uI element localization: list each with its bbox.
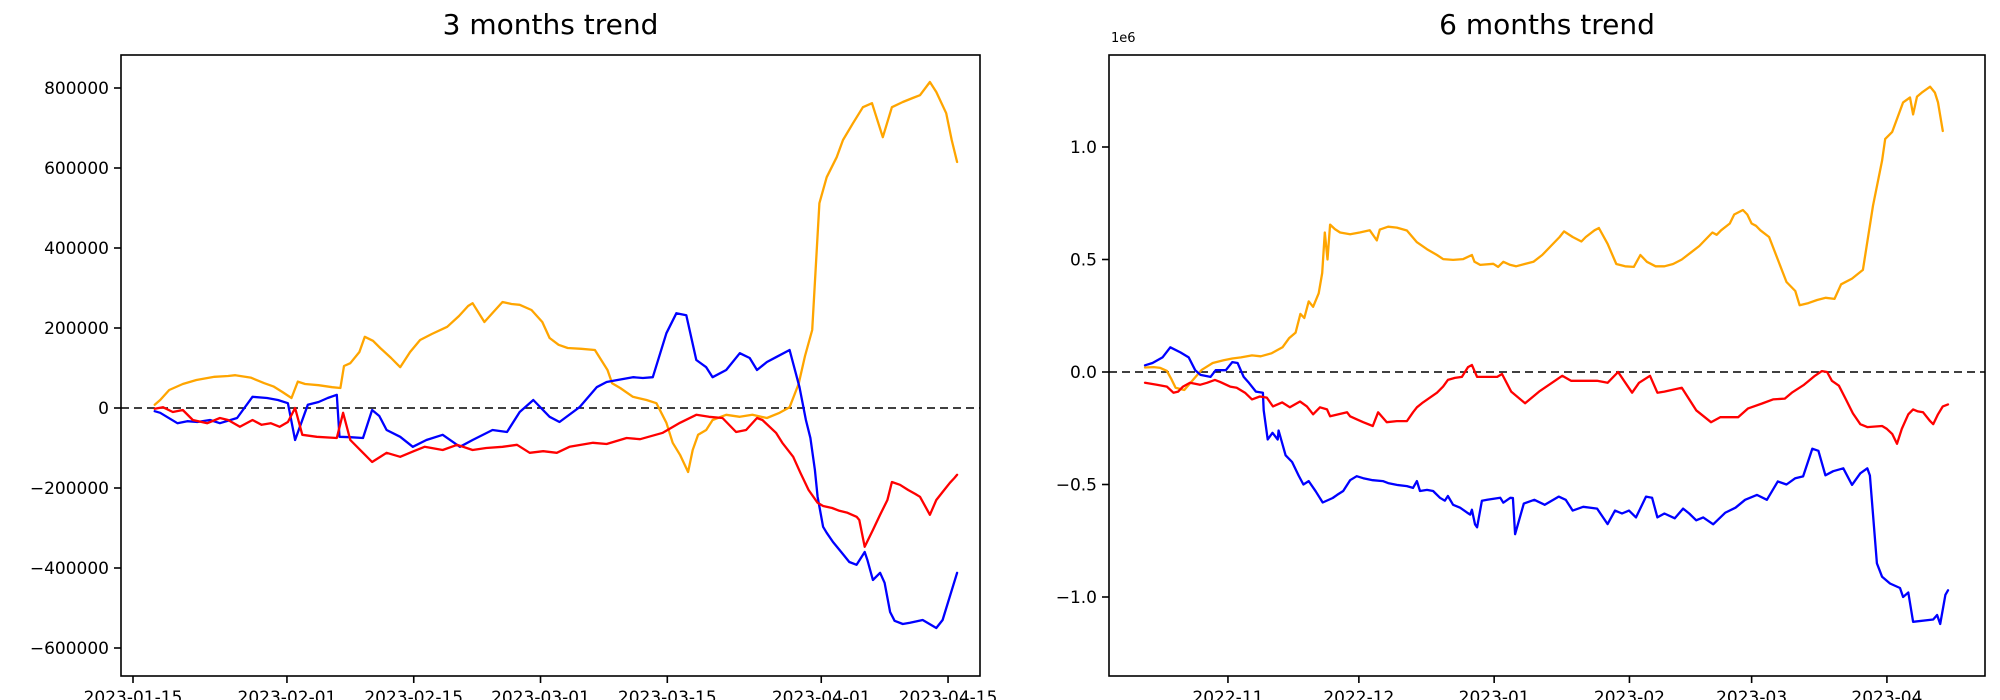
x-tick-label: 2023-02-01: [238, 688, 337, 700]
x-tick-label: 2023-04: [1851, 688, 1922, 700]
x-tick-label: 2023-03-15: [618, 688, 717, 700]
x-tick-label: 2023-02-15: [364, 688, 463, 700]
x-tick-label: 2022-11: [1192, 688, 1263, 700]
x-tick-label: 2023-02: [1594, 688, 1665, 700]
chart-title-3-months-trend: 3 months trend: [442, 8, 659, 41]
series-line-blue: [153, 312, 959, 630]
y-tick-label: 400000: [44, 239, 109, 259]
x-tick-label: 2023-04-15: [899, 688, 998, 700]
chart-title-6-months-trend: 6 months trend: [1439, 8, 1655, 41]
y-tick-label: 0: [98, 399, 109, 419]
y-tick-label: 0.5: [1070, 251, 1097, 271]
y-tick-label: −600000: [30, 639, 109, 659]
x-tick-label: 2022-12: [1323, 688, 1394, 700]
y-tick-label: −0.5: [1056, 476, 1097, 496]
plot-border: [1108, 54, 1986, 677]
y-tick-label: −200000: [30, 479, 109, 499]
x-tick-label: 2023-03-01: [491, 688, 590, 700]
y-tick-label: 200000: [44, 319, 109, 339]
x-tick-label: 2023-01: [1459, 688, 1530, 700]
chart-6-months: 2022-11 2022-12 2023-01 2023-02 2023-03 2023-…: [1056, 54, 1986, 700]
series-line-red: [1143, 363, 1950, 445]
y-tick-label: −400000: [30, 559, 109, 579]
series-line-orange: [153, 80, 959, 474]
y-tick-label: −1.0: [1056, 588, 1097, 608]
y-tick-label: 600000: [44, 159, 109, 179]
y-axis-offset-label-1e6: 1e6: [1111, 31, 1136, 46]
y-tick-label: 800000: [44, 79, 109, 99]
y-tick-label: 1.0: [1070, 138, 1097, 158]
x-tick-label: 2023-01-15: [84, 688, 183, 700]
y-tick-label: 0.0: [1070, 363, 1097, 383]
x-tick-label: 2023-04-01: [772, 688, 871, 700]
series-line-red: [153, 406, 959, 548]
chart-3-months: 2023-01-15 2023-02-01 2023-02-15 2023-03-01…: [30, 54, 998, 700]
series-line-blue: [1143, 346, 1950, 626]
plot-border: [120, 54, 981, 677]
x-tick-label: 2023-03: [1716, 688, 1787, 700]
series-line-orange: [1143, 85, 1944, 392]
